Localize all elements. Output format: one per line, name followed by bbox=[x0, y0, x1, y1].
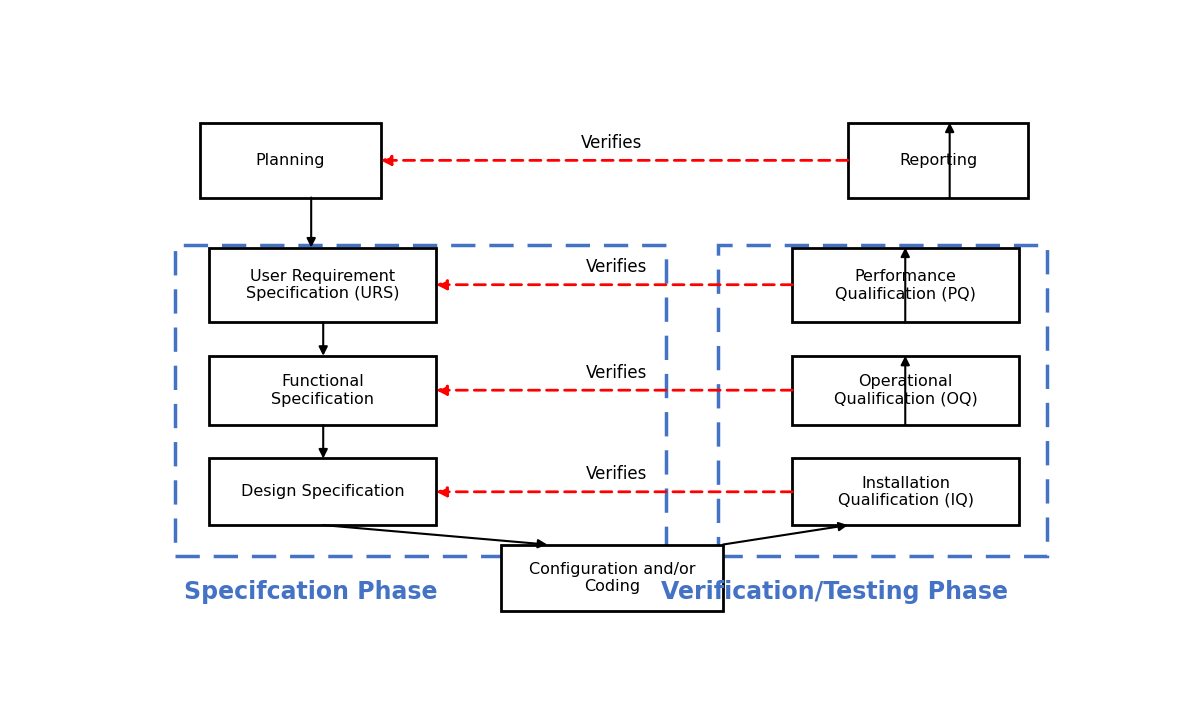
Bar bbox=[201, 123, 381, 198]
Bar bbox=[209, 459, 436, 525]
Text: Verifies: Verifies bbox=[586, 466, 647, 484]
Bar bbox=[176, 244, 665, 556]
Bar bbox=[848, 123, 1028, 198]
Text: Configuration and/or
Coding: Configuration and/or Coding bbox=[529, 562, 695, 594]
Bar bbox=[719, 244, 1047, 556]
Bar bbox=[501, 544, 724, 611]
Bar bbox=[209, 355, 436, 425]
Text: Reporting: Reporting bbox=[899, 153, 977, 167]
Text: Verifies: Verifies bbox=[581, 134, 642, 152]
Text: Verification/Testing Phase: Verification/Testing Phase bbox=[660, 580, 1008, 603]
Text: Performance
Qualification (PQ): Performance Qualification (PQ) bbox=[836, 269, 977, 301]
Bar bbox=[793, 459, 1020, 525]
Text: Functional
Specification: Functional Specification bbox=[271, 374, 374, 407]
Text: Verifies: Verifies bbox=[586, 258, 647, 276]
Bar bbox=[209, 247, 436, 322]
Text: Planning: Planning bbox=[256, 153, 325, 167]
Text: Specifcation Phase: Specifcation Phase bbox=[184, 580, 438, 603]
Bar bbox=[793, 355, 1020, 425]
Text: Design Specification: Design Specification bbox=[241, 485, 405, 500]
Text: Operational
Qualification (OQ): Operational Qualification (OQ) bbox=[833, 374, 978, 407]
Bar bbox=[793, 247, 1020, 322]
Text: Installation
Qualification (IQ): Installation Qualification (IQ) bbox=[838, 476, 974, 508]
Text: User Requirement
Specification (URS): User Requirement Specification (URS) bbox=[246, 269, 400, 301]
Text: Verifies: Verifies bbox=[586, 364, 647, 382]
